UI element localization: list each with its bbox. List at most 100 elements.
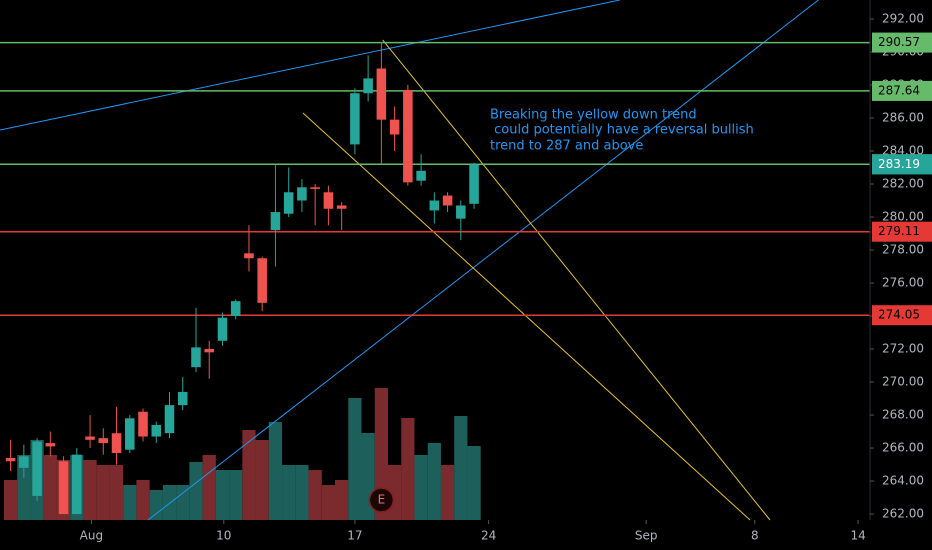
candle-body (125, 418, 135, 450)
candle-body (350, 93, 360, 145)
candle-body (336, 205, 347, 209)
candle-body (416, 170, 426, 181)
volume-bar (189, 462, 203, 520)
y-tick-label: 272.00 (882, 342, 924, 356)
volume-bar (123, 485, 137, 520)
volume-bar (308, 470, 322, 520)
axes: 292.00290.00288.00286.00284.00282.00280.… (80, 0, 932, 543)
candle-body (19, 456, 29, 468)
volume-bar (162, 485, 177, 520)
candle-body (45, 443, 56, 447)
candle-body (310, 187, 320, 189)
candle-body (191, 347, 201, 368)
volume-bar (454, 416, 468, 520)
volume-bar (83, 460, 97, 520)
y-tick-label: 284.00 (882, 143, 924, 157)
y-tick-label: 266.00 (882, 441, 924, 455)
volume-bar (348, 398, 362, 520)
volume-bar (427, 443, 441, 520)
annotation-line: trend to 287 and above (490, 139, 643, 154)
annotation-line: Breaking the yellow down trend (490, 108, 697, 123)
price-level-box (872, 80, 932, 101)
x-tick-label: 17 (347, 529, 362, 543)
candle-body (323, 192, 334, 209)
volume-bar (149, 490, 163, 520)
x-tick-label: 8 (751, 529, 759, 543)
volume-bar (215, 470, 230, 520)
candle-body (138, 411, 148, 437)
volume-bar (467, 446, 481, 520)
candle-body (32, 441, 42, 496)
candle-body (442, 195, 453, 206)
price-level-box (872, 32, 932, 53)
annotation-line: could potentially have a reversal bullis… (490, 123, 754, 138)
candle-body (244, 253, 254, 259)
event-marker-label: E (378, 493, 386, 507)
volume-bar (176, 485, 190, 520)
volume-bar (295, 465, 309, 520)
trend-line (147, 0, 819, 521)
y-tick-label: 278.00 (882, 243, 924, 257)
candle-body (376, 68, 387, 120)
x-tick-label: 10 (216, 529, 231, 543)
candle-body (429, 200, 440, 211)
volume-bar (136, 480, 150, 520)
y-tick-label: 270.00 (882, 375, 924, 389)
candle-body (72, 454, 82, 515)
y-tick-label: 268.00 (882, 408, 924, 422)
y-tick-label: 286.00 (882, 110, 924, 124)
annotation: Breaking the yellow down trend could pot… (490, 108, 754, 154)
candle-body (5, 457, 16, 462)
candle-body (297, 187, 307, 201)
y-tick-label: 276.00 (882, 276, 924, 290)
event-marker (368, 487, 395, 513)
candle-body (151, 424, 162, 437)
candle-body (257, 258, 267, 303)
x-tick-label: 14 (850, 529, 865, 543)
y-tick-label: 264.00 (882, 474, 924, 488)
volume-bar (242, 430, 256, 520)
price-level-box (872, 305, 932, 326)
candle-body (389, 119, 400, 135)
x-tick-label: Aug (80, 529, 103, 543)
candle-body (111, 433, 122, 453)
candle-body (230, 301, 241, 317)
volume-bar (3, 480, 18, 520)
volume-bar (321, 485, 336, 520)
x-tick-label: 24 (481, 529, 496, 543)
y-tick-label: 280.00 (882, 210, 924, 224)
candle-body (217, 317, 228, 341)
volume-bar (43, 455, 57, 520)
price-level-label: 287.64 (878, 83, 920, 97)
candle-body (177, 391, 188, 406)
candle-body (270, 212, 281, 231)
candle-body (403, 89, 413, 183)
volume-bar (255, 440, 269, 520)
drawing-layer (0, 0, 870, 521)
price-level-label: 279.11 (878, 224, 920, 238)
volume-bar (374, 388, 388, 520)
price-level-label: 274.05 (878, 308, 920, 322)
candle-body (204, 349, 214, 353)
trend-line (302, 112, 751, 521)
candle-body (85, 436, 95, 440)
trend-line (0, 0, 620, 131)
y-tick-label: 282.00 (882, 177, 924, 191)
y-tick-label: 262.00 (882, 507, 924, 521)
candle-layer (5, 42, 479, 515)
volume-bar (109, 465, 124, 520)
candle-body (363, 78, 373, 94)
candle-body (456, 205, 466, 219)
candle-body (98, 438, 109, 444)
volume-bar (401, 418, 415, 520)
price-level-label: 290.57 (878, 35, 920, 49)
volume-bar (202, 455, 216, 520)
candle-body (283, 192, 294, 214)
volume-bar (335, 480, 349, 520)
volume-bar (282, 465, 296, 520)
candle-body (164, 405, 175, 434)
trend-line (382, 39, 771, 521)
volume-bar (96, 465, 110, 520)
candle-body (469, 164, 479, 204)
